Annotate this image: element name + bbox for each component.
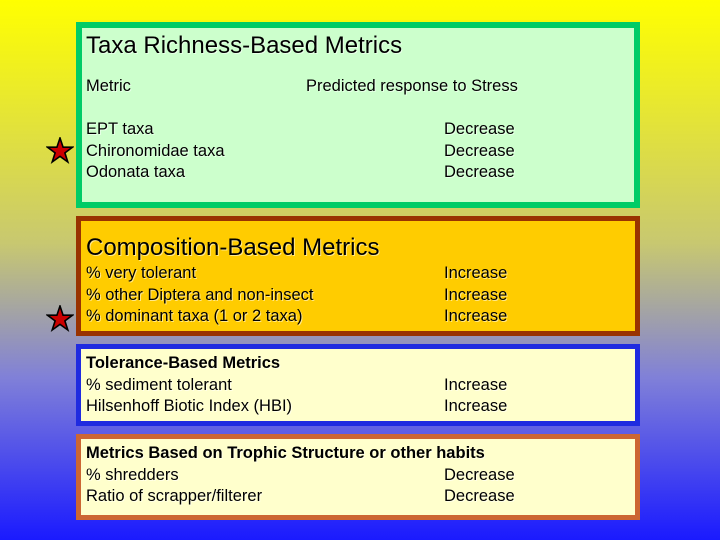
metric-column-header: Metric [86, 77, 131, 95]
taxa-richness-panel [76, 22, 640, 208]
metric-label: % other Diptera and non-insect [86, 285, 314, 304]
composition-panel [76, 216, 640, 336]
response-value: Increase [444, 307, 508, 325]
metric-label: Chironomidae taxa [86, 141, 225, 160]
response-value: Decrease [444, 141, 515, 160]
star-icon [46, 305, 74, 333]
response-value: Increase [444, 285, 508, 304]
trophic-title: Metrics Based on Trophic Structure or ot… [86, 444, 485, 462]
taxa-richness-title: Taxa Richness-Based Metrics [86, 32, 403, 59]
metric-label: % shredders [86, 465, 179, 484]
metric-label: EPT taxa [86, 120, 154, 138]
composition-title: Composition-Based Metrics [86, 234, 380, 261]
response-value: Decrease [444, 487, 515, 505]
response-value: Increase [444, 397, 508, 415]
trophic-panel [76, 434, 640, 520]
metric-label: Ratio of scrapper/filterer [86, 487, 263, 505]
response-column-header: Predicted response to Stress [306, 77, 518, 95]
response-value: Decrease [444, 120, 515, 138]
metric-label: Hilsenhoff Biotic Index (HBI) [86, 397, 293, 415]
metric-label: % sediment tolerant [86, 375, 232, 394]
response-value: Decrease [444, 163, 515, 181]
response-value: Increase [444, 264, 508, 282]
response-value: Increase [444, 375, 508, 394]
response-value: Decrease [444, 465, 515, 484]
tolerance-panel [76, 344, 640, 426]
tolerance-title: Tolerance-Based Metrics [86, 354, 281, 372]
star-icon [46, 137, 74, 165]
metric-label: % very tolerant [86, 264, 197, 282]
metric-label: % dominant taxa (1 or 2 taxa) [86, 307, 303, 325]
metric-label: Odonata taxa [86, 163, 186, 181]
